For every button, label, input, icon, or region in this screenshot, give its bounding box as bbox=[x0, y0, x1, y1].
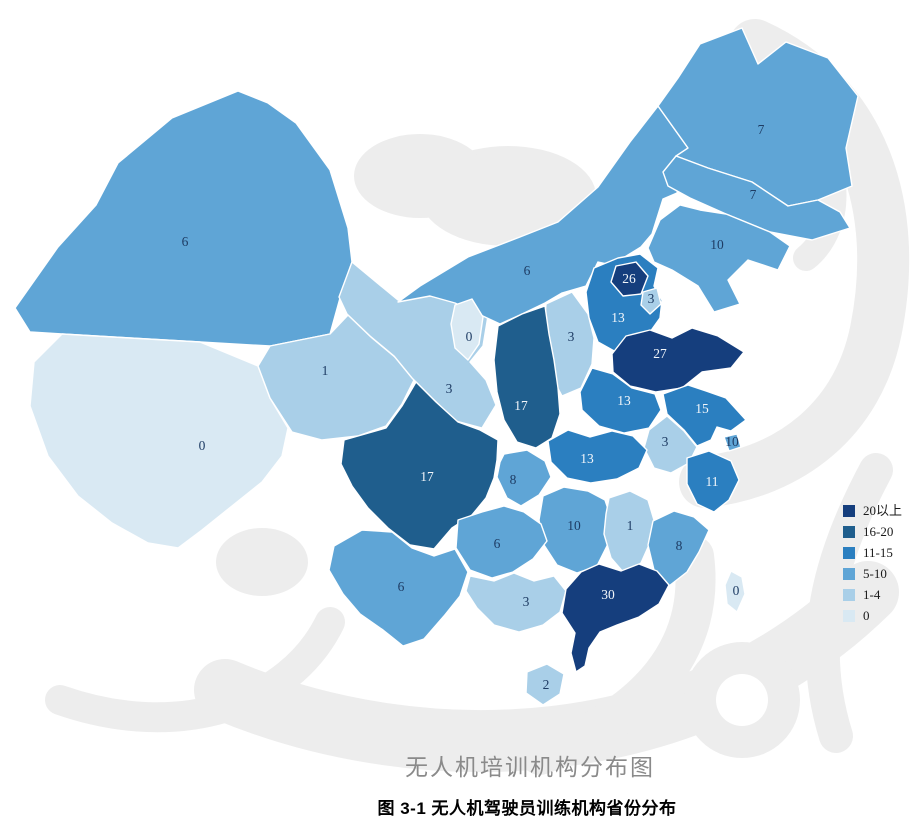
province-henan bbox=[579, 367, 662, 434]
province-hubei bbox=[547, 429, 648, 484]
legend-swatch-20plus bbox=[843, 504, 855, 517]
province-value-label-tianjin: 3 bbox=[648, 291, 655, 306]
province-value-label-xizang: 0 bbox=[199, 438, 206, 453]
province-guangxi bbox=[465, 572, 567, 633]
province-taiwan bbox=[724, 570, 746, 613]
province-sichuan bbox=[340, 381, 499, 550]
legend-label: 20以上 bbox=[863, 503, 903, 518]
province-shaanxi bbox=[493, 305, 561, 449]
province-jilin bbox=[662, 155, 851, 241]
legend-label: 1-4 bbox=[863, 587, 881, 602]
province-value-label-beijing: 26 bbox=[622, 271, 636, 286]
legend-swatch-0 bbox=[843, 609, 855, 622]
province-neimenggu bbox=[397, 105, 689, 325]
provinces-layer bbox=[14, 27, 859, 706]
province-guizhou bbox=[455, 505, 548, 579]
province-value-label-hunan: 10 bbox=[567, 518, 581, 533]
map-title: 无人机培训机构分布图 bbox=[405, 755, 655, 780]
province-value-label-taiwan: 0 bbox=[733, 583, 740, 598]
province-value-label-qinghai: 1 bbox=[322, 363, 329, 378]
province-value-label-shaanxi: 17 bbox=[514, 398, 528, 413]
province-fujian bbox=[647, 510, 710, 587]
province-value-label-jiangxi: 1 bbox=[627, 518, 634, 533]
legend-label: 11-15 bbox=[863, 545, 893, 560]
province-value-label-guizhou: 6 bbox=[494, 536, 501, 551]
legend-swatch-5-10 bbox=[843, 567, 855, 580]
province-jiangxi bbox=[603, 490, 655, 574]
province-value-label-shanxi: 3 bbox=[568, 329, 575, 344]
province-value-label-anhui: 3 bbox=[662, 434, 669, 449]
legend-item-16-20: 16-20 bbox=[843, 525, 902, 538]
legend-swatch-11-15 bbox=[843, 546, 855, 559]
province-beijing bbox=[610, 261, 649, 297]
province-value-label-hubei: 13 bbox=[580, 451, 594, 466]
province-value-label-sichuan: 17 bbox=[420, 469, 434, 484]
legend-item-0: 0 bbox=[843, 609, 902, 622]
province-value-label-neimenggu: 6 bbox=[524, 263, 531, 278]
province-value-label-liaoning: 10 bbox=[710, 237, 724, 252]
legend-label: 0 bbox=[863, 608, 870, 623]
legend-item-20plus: 20以上 bbox=[843, 504, 902, 517]
province-shanghai bbox=[723, 433, 742, 452]
province-hainan bbox=[525, 663, 565, 706]
province-jiangsu bbox=[662, 384, 747, 447]
province-ningxia bbox=[450, 298, 484, 361]
legend-item-11-15: 11-15 bbox=[843, 546, 902, 559]
province-value-label-jiangsu: 15 bbox=[695, 401, 709, 416]
legend-swatch-1-4 bbox=[843, 588, 855, 601]
map-legend: 20以上 16-20 11-15 5-10 1-4 0 bbox=[843, 504, 902, 630]
province-value-label-jilin: 7 bbox=[750, 187, 757, 202]
province-value-label-henan: 13 bbox=[617, 393, 631, 408]
province-value-label-zhejiang: 11 bbox=[706, 474, 719, 489]
legend-item-1-4: 1-4 bbox=[843, 588, 902, 601]
province-value-label-shandong: 27 bbox=[653, 346, 667, 361]
province-xizang bbox=[29, 333, 289, 549]
province-value-label-chongqing: 8 bbox=[510, 472, 517, 487]
legend-item-5-10: 5-10 bbox=[843, 567, 902, 580]
province-value-label-ningxia: 0 bbox=[466, 329, 473, 344]
province-value-label-hainan: 2 bbox=[543, 677, 550, 692]
province-value-label-guangdong: 30 bbox=[601, 587, 615, 602]
province-guangdong bbox=[561, 563, 670, 673]
legend-swatch-16-20 bbox=[843, 525, 855, 538]
legend-label: 5-10 bbox=[863, 566, 887, 581]
province-value-label-xinjiang: 6 bbox=[182, 234, 189, 249]
province-tianjin bbox=[640, 287, 662, 315]
legend-label: 16-20 bbox=[863, 524, 894, 539]
province-yunnan bbox=[328, 529, 469, 647]
figure-caption: 图 3-1 无人机驾驶员训练机构省份分布 bbox=[377, 799, 677, 818]
province-value-label-gansu: 3 bbox=[446, 381, 453, 396]
province-value-label-heilongjiang: 7 bbox=[758, 122, 765, 137]
province-value-label-yunnan: 6 bbox=[398, 579, 405, 594]
watermark-cloud-pattern bbox=[45, 19, 910, 775]
province-value-label-shanghai: 10 bbox=[725, 434, 739, 449]
province-xinjiang bbox=[14, 90, 353, 347]
province-value-label-guangxi: 3 bbox=[523, 594, 530, 609]
province-value-label-hebei: 13 bbox=[611, 310, 625, 325]
province-shandong bbox=[611, 327, 745, 393]
province-liaoning bbox=[647, 204, 791, 313]
province-value-label-fujian: 8 bbox=[676, 538, 683, 553]
province-chongqing bbox=[496, 449, 552, 507]
province-zhejiang bbox=[686, 450, 740, 513]
